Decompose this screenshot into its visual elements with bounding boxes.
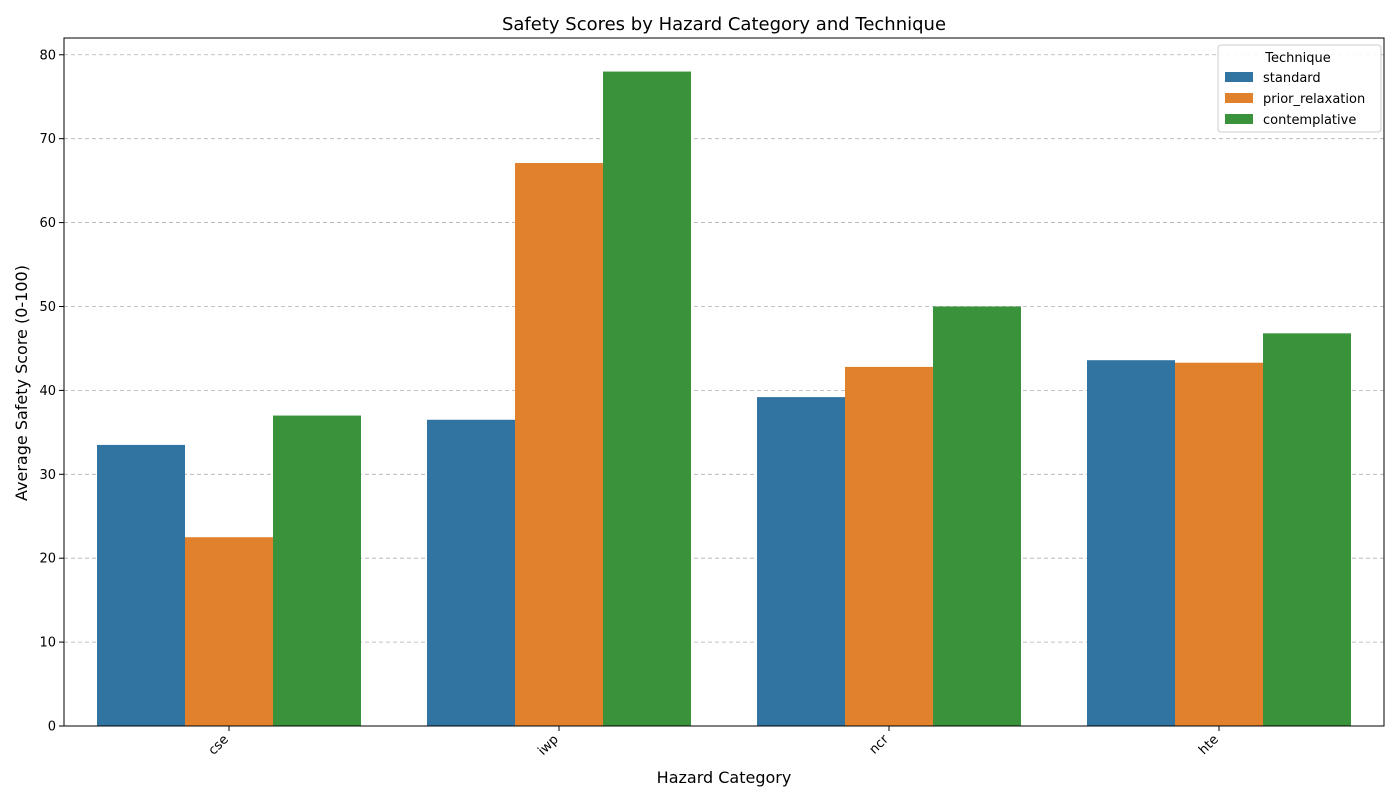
bar-standard-cse bbox=[97, 444, 185, 726]
bar-standard-ncr bbox=[757, 397, 845, 726]
legend-frame bbox=[1217, 44, 1382, 133]
y-tick-label: 10 bbox=[39, 636, 56, 651]
y-tick-label: 80 bbox=[39, 48, 56, 63]
legend-swatch-standard bbox=[1225, 72, 1253, 82]
bars-layer bbox=[97, 71, 1351, 726]
y-tick-label: 50 bbox=[39, 300, 56, 315]
y-tick-label: 60 bbox=[39, 216, 56, 231]
y-axis-label: Average Safety Score (0-100) bbox=[12, 265, 31, 501]
plot-frame bbox=[63, 37, 1385, 727]
y-tick-label: 70 bbox=[39, 132, 56, 147]
y-tick-label: 0 bbox=[48, 720, 56, 735]
bar-contemplative-iwp bbox=[603, 71, 691, 726]
bar-contemplative-hte bbox=[1263, 333, 1351, 726]
legend-entries: standard prior_relaxation contemplative bbox=[1225, 71, 1365, 128]
bar-contemplative-cse bbox=[273, 415, 361, 726]
x-tick-label: cse bbox=[206, 732, 232, 758]
legend-label-prior_relaxation: prior_relaxation bbox=[1263, 92, 1365, 107]
legend-label-contemplative: contemplative bbox=[1263, 113, 1356, 128]
legend-swatch-contemplative bbox=[1225, 114, 1253, 124]
legend-label-standard: standard bbox=[1263, 71, 1321, 86]
legend: Technique standard prior_relaxationcontem… bbox=[1217, 44, 1382, 133]
x-tick-label: hte bbox=[1196, 732, 1222, 758]
x-tick-label: ncr bbox=[867, 732, 893, 758]
y-tick-label: 30 bbox=[39, 468, 56, 483]
chart-title: Safety Scores by Hazard Category and Tec… bbox=[502, 14, 946, 35]
y-tick-label: 20 bbox=[39, 552, 56, 567]
bar-standard-hte bbox=[1087, 360, 1175, 726]
bar-standard-iwp bbox=[427, 419, 515, 726]
legend-swatch-prior_relaxation bbox=[1225, 93, 1253, 103]
bar-prior_relaxation-iwp bbox=[515, 163, 603, 726]
bar-prior_relaxation-hte bbox=[1175, 362, 1263, 726]
legend-title: Technique bbox=[1264, 51, 1330, 66]
y-tick-label: 40 bbox=[39, 384, 56, 399]
bar-contemplative-ncr bbox=[933, 306, 1021, 726]
bar-prior_relaxation-ncr bbox=[845, 366, 933, 726]
bar-prior_relaxation-cse bbox=[185, 537, 273, 726]
x-tick-label: iwp bbox=[535, 732, 562, 759]
x-axis-label: Hazard Category bbox=[657, 768, 792, 787]
